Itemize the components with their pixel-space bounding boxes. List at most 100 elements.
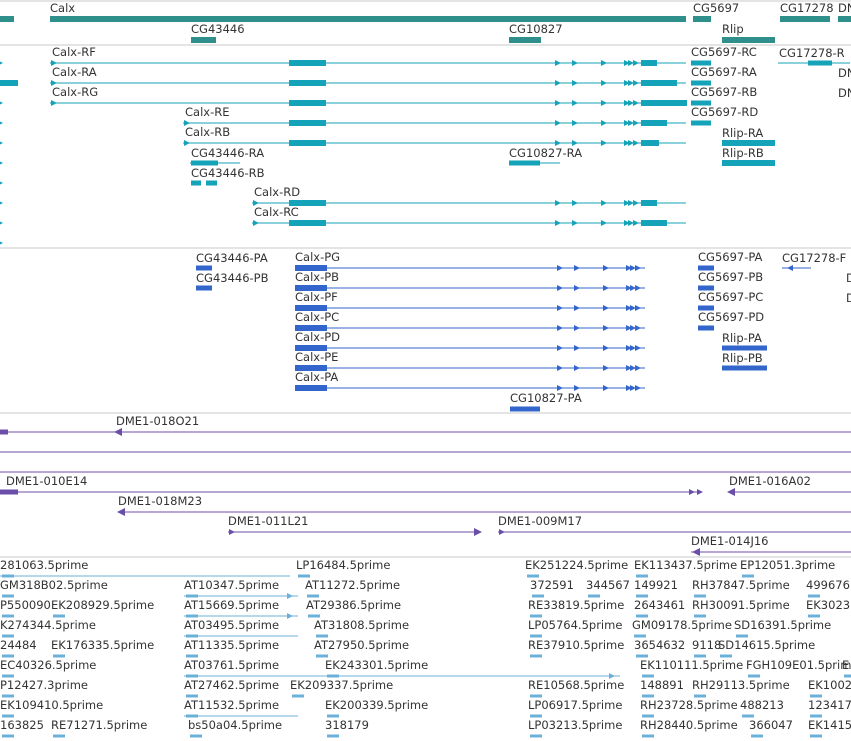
transcript-exon[interactable]: [289, 220, 326, 226]
transcript-exon[interactable]: [691, 100, 711, 106]
ests-label[interactable]: bs50a04.5prime: [188, 718, 283, 732]
clone-end[interactable]: [0, 429, 8, 435]
ests-label[interactable]: LP05764.5prime: [528, 618, 623, 632]
transcript-exon[interactable]: [191, 180, 201, 186]
protein-exon[interactable]: [196, 265, 212, 271]
transcript-exon[interactable]: [289, 60, 326, 66]
transcripts-label[interactable]: CG43446-RA: [191, 146, 265, 160]
est-read[interactable]: [53, 614, 65, 618]
protein-exon[interactable]: [295, 385, 327, 391]
proteins-label[interactable]: Rlip-PB: [722, 351, 763, 365]
ests-label[interactable]: RH29113.5prime: [692, 678, 790, 692]
ests-label[interactable]: EK113437.5prime: [634, 558, 738, 572]
ests-label[interactable]: AT27462.5prime: [184, 678, 280, 692]
est-read[interactable]: [2, 734, 14, 738]
protein-exon[interactable]: [295, 285, 327, 291]
est-read[interactable]: [298, 574, 310, 578]
ests-label[interactable]: 488213: [740, 698, 784, 712]
est-read[interactable]: [530, 734, 542, 738]
est-read[interactable]: [532, 594, 544, 598]
transcript-exon[interactable]: [722, 160, 775, 166]
ests-label[interactable]: RE37910.5prime: [528, 638, 625, 652]
proteins-label[interactable]: Calx-PF: [295, 290, 338, 304]
genes-label[interactable]: DN: [838, 1, 851, 15]
transcripts-label[interactable]: CG10827-RA: [509, 146, 583, 160]
transcripts-label[interactable]: CG5697-RB: [691, 85, 758, 99]
ests-label[interactable]: P12427.3prime: [0, 678, 88, 692]
ests-label[interactable]: 499676: [806, 578, 850, 592]
gene-bar-right[interactable]: [838, 16, 851, 22]
protein-exon[interactable]: [722, 365, 767, 371]
ests-label[interactable]: EK1415: [808, 718, 851, 732]
est-read[interactable]: [751, 734, 763, 738]
est-read[interactable]: [810, 694, 822, 698]
clones-label[interactable]: DME1-018M23: [118, 494, 203, 508]
transcript-utr[interactable]: [641, 120, 667, 126]
ests-label[interactable]: P550090: [0, 598, 51, 612]
proteins-label[interactable]: D: [846, 271, 851, 285]
protein-exon[interactable]: [698, 285, 714, 291]
transcript-exon[interactable]: [289, 200, 326, 206]
ests-label[interactable]: RH30091.5prime: [692, 598, 790, 612]
est-read[interactable]: [742, 574, 754, 578]
gene-bar-rlip[interactable]: [722, 37, 775, 43]
transcripts-label[interactable]: Calx-RE: [185, 105, 230, 119]
ests-label[interactable]: SD14615.5prime: [718, 638, 816, 652]
protein-exon[interactable]: [722, 345, 767, 351]
clones-label[interactable]: DME1-010E14: [6, 474, 88, 488]
est-read[interactable]: [190, 734, 202, 738]
proteins-label[interactable]: Calx-PA: [295, 370, 339, 384]
transcript-exon[interactable]: [808, 60, 832, 66]
est-read[interactable]: [720, 654, 732, 658]
est-read[interactable]: [634, 634, 646, 638]
ests-label[interactable]: AT11335.5prime: [184, 638, 280, 652]
ests-label[interactable]: AT03495.5prime: [184, 618, 280, 632]
est-read[interactable]: [186, 654, 198, 658]
est-read[interactable]: [2, 634, 14, 638]
ests-label[interactable]: LP03213.5prime: [528, 718, 623, 732]
transcripts-label[interactable]: CG5697-RC: [691, 45, 757, 59]
transcript-exon[interactable]: [722, 140, 775, 146]
transcript-exon[interactable]: [289, 140, 326, 146]
transcripts-label[interactable]: CG5697-RD: [691, 105, 759, 119]
est-read[interactable]: [642, 674, 654, 678]
est-read[interactable]: [307, 594, 319, 598]
ests-label[interactable]: FGH109E01.5prime: [746, 658, 851, 672]
transcript-exon[interactable]: [691, 120, 711, 126]
ests-label[interactable]: EK110111.5prime: [640, 658, 744, 672]
protein-exon[interactable]: [698, 305, 714, 311]
protein-exon[interactable]: [295, 325, 327, 331]
ests-label[interactable]: EK176335.5prime: [51, 638, 155, 652]
est-read[interactable]: [53, 654, 65, 658]
ests-label[interactable]: GM09178.5prime: [632, 618, 732, 632]
est-read[interactable]: [694, 594, 706, 598]
est-read[interactable]: [2, 594, 14, 598]
gene-bar-cg5697[interactable]: [693, 16, 711, 22]
est-read[interactable]: [327, 714, 339, 718]
est-read[interactable]: [2, 714, 14, 718]
ests-label[interactable]: 2643461: [634, 598, 686, 612]
protein-exon[interactable]: [196, 285, 212, 291]
est-read[interactable]: [530, 654, 542, 658]
ests-label[interactable]: 281063.5prime: [0, 558, 89, 572]
ests-label[interactable]: RH28440.5prime: [640, 718, 738, 732]
est-read[interactable]: [694, 614, 706, 618]
gene-bar-cg43446[interactable]: [191, 37, 216, 43]
ests-label[interactable]: EK3023: [806, 598, 851, 612]
transcripts-label[interactable]: Rlip-RA: [722, 126, 764, 140]
ests-label[interactable]: K274344.5prime: [0, 618, 96, 632]
transcripts-label[interactable]: CG43446-RB: [191, 166, 265, 180]
ests-label[interactable]: 163825: [0, 718, 44, 732]
ests-label[interactable]: AT27950.5prime: [314, 638, 410, 652]
proteins-label[interactable]: Calx-PB: [295, 270, 340, 284]
transcript-utr[interactable]: [641, 200, 657, 206]
proteins-label[interactable]: CG43446-PB: [196, 271, 269, 285]
ests-label[interactable]: 3654632: [634, 638, 686, 652]
ests-label[interactable]: RE10568.5prime: [528, 678, 625, 692]
transcript-utr[interactable]: [641, 100, 687, 106]
est-read[interactable]: [642, 714, 654, 718]
ests-label[interactable]: AT11532.5prime: [184, 698, 280, 712]
transcript-exon[interactable]: [289, 80, 326, 86]
genes-label[interactable]: CG43446: [191, 22, 245, 36]
proteins-label[interactable]: CG5697-PA: [698, 250, 763, 264]
